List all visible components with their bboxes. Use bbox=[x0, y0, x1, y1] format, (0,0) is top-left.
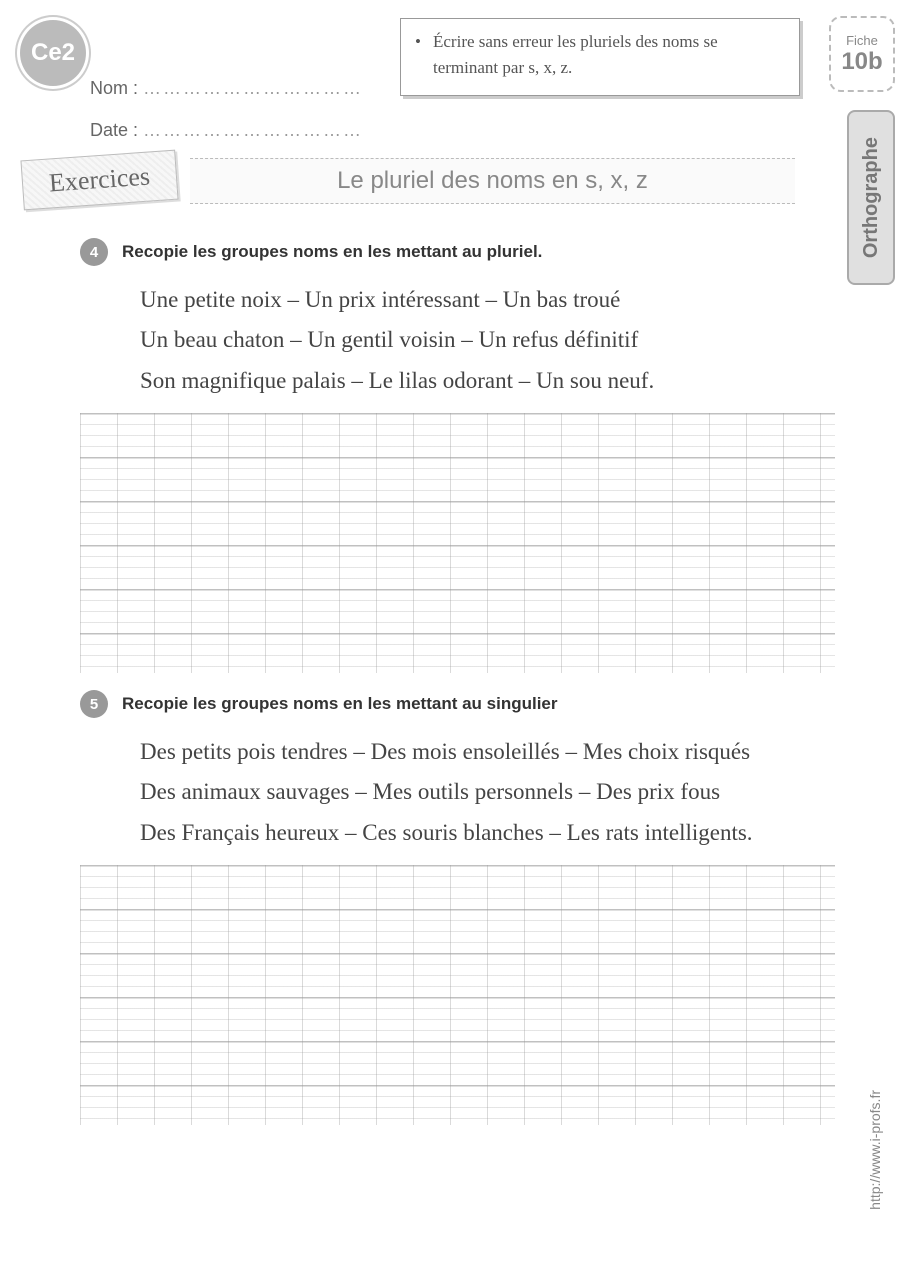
objective-box: Écrire sans erreur les pluriels des noms… bbox=[400, 18, 800, 96]
exercise-5-header: 5 Recopie les groupes noms en les mettan… bbox=[80, 690, 835, 718]
grade-badge: Ce2 bbox=[20, 20, 86, 86]
exercise-5-writing-grid bbox=[80, 865, 835, 1125]
exercise-5-line-3: Des Français heureux – Ces souris blanch… bbox=[140, 813, 835, 853]
date-label: Date : bbox=[90, 120, 138, 140]
exercise-4-line-3: Son magnifique palais – Le lilas odorant… bbox=[140, 361, 835, 401]
fiche-label: Fiche bbox=[846, 33, 878, 48]
exercise-5-number: 5 bbox=[80, 690, 108, 718]
exercise-5-lines: Des petits pois tendres – Des mois ensol… bbox=[140, 732, 835, 853]
page-title: Le pluriel des noms en s, x, z bbox=[190, 158, 795, 204]
exercise-5: 5 Recopie les groupes noms en les mettan… bbox=[80, 690, 835, 1125]
exercise-4-instruction: Recopie les groupes noms en les mettant … bbox=[122, 242, 542, 262]
exercise-4: 4 Recopie les groupes noms en les mettan… bbox=[80, 238, 835, 673]
exercise-4-header: 4 Recopie les groupes noms en les mettan… bbox=[80, 238, 835, 266]
name-dots: …………………………… bbox=[143, 78, 363, 98]
exercise-4-number: 4 bbox=[80, 238, 108, 266]
fiche-badge: Fiche 10b bbox=[829, 16, 895, 92]
name-label: Nom : bbox=[90, 78, 138, 98]
exercise-5-line-2: Des animaux sauvages – Mes outils person… bbox=[140, 772, 835, 812]
exercices-tag: Exercices bbox=[20, 150, 178, 211]
exercise-5-line-1: Des petits pois tendres – Des mois ensol… bbox=[140, 732, 835, 772]
exercise-4-line-1: Une petite noix – Un prix intéressant – … bbox=[140, 280, 835, 320]
exercise-4-writing-grid bbox=[80, 413, 835, 673]
date-field-row: Date : …………………………… bbox=[90, 120, 363, 141]
exercise-4-line-2: Un beau chaton – Un gentil voisin – Un r… bbox=[140, 320, 835, 360]
source-url: http://www.i-profs.fr bbox=[867, 1090, 883, 1210]
fiche-number: 10b bbox=[841, 48, 882, 76]
date-dots: …………………………… bbox=[143, 120, 363, 140]
name-field-row: Nom : …………………………… bbox=[90, 78, 363, 99]
subject-tab: Orthographe bbox=[847, 110, 895, 285]
objective-text: Écrire sans erreur les pluriels des noms… bbox=[433, 29, 785, 80]
exercise-4-lines: Une petite noix – Un prix intéressant – … bbox=[140, 280, 835, 401]
subject-label: Orthographe bbox=[860, 137, 883, 258]
exercise-5-instruction: Recopie les groupes noms en les mettant … bbox=[122, 694, 558, 714]
